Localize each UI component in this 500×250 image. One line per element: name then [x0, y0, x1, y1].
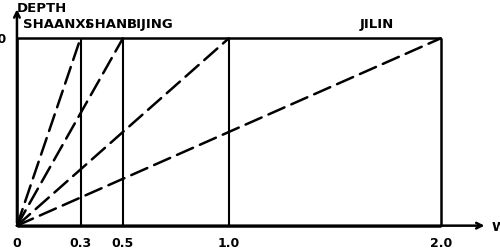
Text: 2.0: 2.0: [430, 236, 452, 249]
Text: 0: 0: [12, 236, 22, 249]
Text: JILIN: JILIN: [360, 18, 394, 31]
Text: SHAANXI: SHAANXI: [24, 18, 91, 31]
Text: SHANI: SHANI: [84, 18, 132, 31]
Text: 0.3: 0.3: [70, 236, 92, 249]
Text: 1.0: 1.0: [218, 236, 240, 249]
Text: DEPTH: DEPTH: [17, 2, 67, 15]
Text: 0.5: 0.5: [112, 236, 134, 249]
Text: WIDTH: WIDTH: [492, 220, 500, 233]
Text: 1.0: 1.0: [0, 33, 6, 46]
Text: BIJING: BIJING: [127, 18, 174, 31]
